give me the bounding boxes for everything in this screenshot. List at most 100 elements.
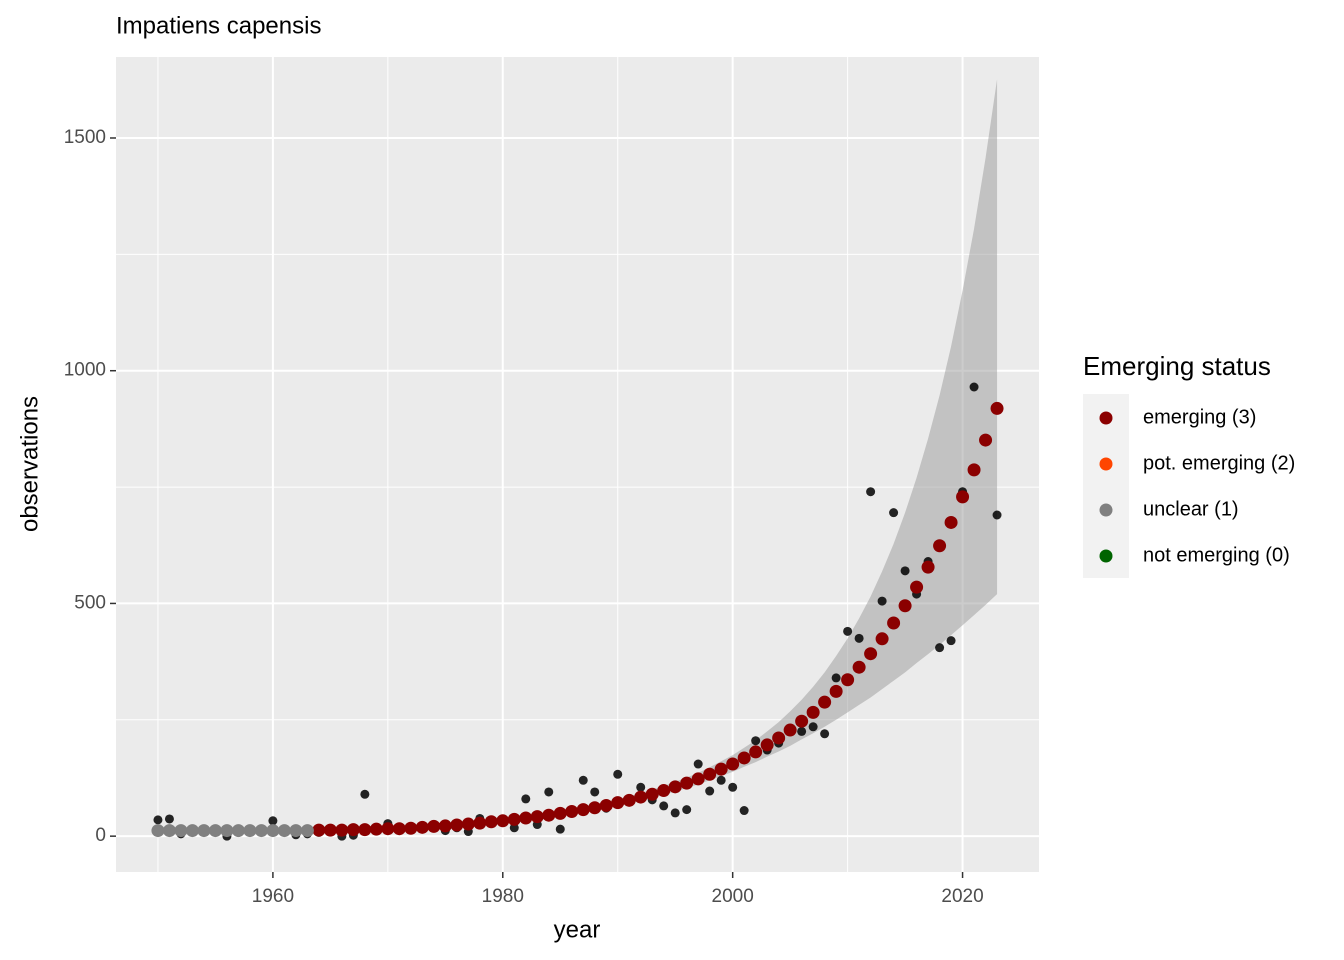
fitted-point bbox=[818, 695, 832, 709]
observed-point bbox=[670, 808, 680, 818]
observed-point bbox=[360, 789, 370, 799]
legend-key bbox=[1099, 411, 1113, 425]
fitted-point bbox=[703, 767, 717, 781]
fitted-point bbox=[277, 824, 291, 838]
observed-point bbox=[992, 510, 1002, 520]
legend-label: pot. emerging (2) bbox=[1143, 452, 1295, 474]
x-tick-label: 2000 bbox=[712, 886, 754, 907]
fitted-point bbox=[369, 822, 383, 836]
y-tick-label: 0 bbox=[95, 825, 106, 846]
fitted-point bbox=[381, 822, 395, 836]
plot-panel bbox=[116, 57, 1039, 872]
fitted-point bbox=[162, 824, 176, 838]
fitted-point bbox=[174, 824, 188, 838]
fitted-point bbox=[887, 616, 901, 630]
observed-point bbox=[590, 787, 600, 797]
legend-key bbox=[1099, 549, 1113, 563]
fitted-point bbox=[737, 751, 751, 765]
fitted-point bbox=[289, 824, 303, 838]
fitted-point bbox=[197, 824, 211, 838]
y-axis-title: observations bbox=[16, 396, 43, 532]
observed-point bbox=[854, 633, 864, 643]
fitted-point bbox=[864, 647, 878, 661]
legend: emerging (3) pot. emerging (2) unclear (1)… bbox=[1099, 406, 1295, 566]
observed-point bbox=[900, 566, 910, 576]
fitted-point bbox=[220, 824, 234, 838]
fitted-point bbox=[576, 803, 590, 817]
fitted-point bbox=[852, 660, 866, 674]
fitted-point bbox=[657, 784, 671, 798]
fitted-point bbox=[450, 818, 464, 832]
fitted-point bbox=[898, 599, 912, 613]
observed-point bbox=[164, 814, 174, 824]
observed-point bbox=[843, 626, 853, 636]
observed-point bbox=[521, 794, 531, 804]
fitted-point bbox=[438, 819, 452, 833]
fitted-point bbox=[415, 820, 429, 834]
x-axis-title: year bbox=[554, 916, 601, 943]
fitted-point bbox=[668, 780, 682, 794]
fitted-point bbox=[956, 490, 970, 504]
fitted-point bbox=[507, 812, 521, 826]
fitted-point bbox=[795, 714, 809, 728]
legend-label: emerging (3) bbox=[1143, 406, 1256, 428]
x-tick-label: 2020 bbox=[941, 886, 983, 907]
fitted-point bbox=[783, 723, 797, 737]
marks bbox=[151, 79, 1004, 841]
fitted-point bbox=[254, 824, 268, 838]
fitted-point bbox=[530, 810, 544, 824]
observed-point bbox=[682, 805, 692, 815]
y-tick-label: 500 bbox=[74, 592, 106, 613]
observed-point bbox=[153, 815, 163, 825]
fitted-point bbox=[760, 738, 774, 752]
fitted-point bbox=[519, 811, 533, 825]
fitted-point bbox=[979, 433, 993, 447]
fitted-point bbox=[392, 822, 406, 836]
fitted-point bbox=[611, 796, 625, 810]
fitted-point bbox=[335, 823, 349, 837]
fitted-point bbox=[231, 824, 245, 838]
observed-point bbox=[889, 508, 899, 518]
legend-label: not emerging (0) bbox=[1143, 544, 1290, 566]
fitted-point bbox=[967, 463, 981, 477]
fitted-point bbox=[622, 793, 636, 807]
observed-point bbox=[797, 726, 807, 736]
fitted-point bbox=[806, 705, 820, 719]
fitted-point bbox=[473, 816, 487, 830]
fitted-point bbox=[772, 731, 786, 745]
observed-point bbox=[866, 487, 876, 497]
legend-key-panel bbox=[1083, 394, 1129, 578]
observed-point bbox=[613, 769, 623, 779]
fitted-point bbox=[151, 824, 165, 838]
fitted-point bbox=[243, 824, 257, 838]
fitted-point bbox=[599, 798, 613, 812]
observed-point bbox=[877, 596, 887, 606]
fitted-point bbox=[921, 560, 935, 574]
fitted-point bbox=[358, 823, 372, 837]
fitted-point bbox=[496, 814, 510, 828]
observed-point bbox=[578, 775, 588, 785]
fitted-point bbox=[933, 539, 947, 553]
fitted-point bbox=[312, 823, 326, 837]
fitted-point bbox=[990, 401, 1004, 415]
observed-point bbox=[808, 722, 818, 732]
observed-point bbox=[716, 775, 726, 785]
observed-point bbox=[728, 782, 738, 792]
fitted-point bbox=[185, 824, 199, 838]
observed-point bbox=[946, 636, 956, 646]
fitted-point bbox=[645, 787, 659, 801]
fitted-point bbox=[910, 580, 924, 594]
observed-point bbox=[705, 786, 715, 796]
observed-point bbox=[659, 801, 669, 811]
fitted-point bbox=[726, 757, 740, 771]
observed-point bbox=[831, 673, 841, 683]
fitted-point bbox=[542, 808, 556, 822]
observed-point bbox=[636, 782, 646, 792]
fitted-point bbox=[461, 817, 475, 831]
fitted-point bbox=[266, 824, 280, 838]
observed-point bbox=[693, 759, 703, 769]
observed-point bbox=[935, 643, 945, 653]
fitted-point bbox=[714, 762, 728, 776]
